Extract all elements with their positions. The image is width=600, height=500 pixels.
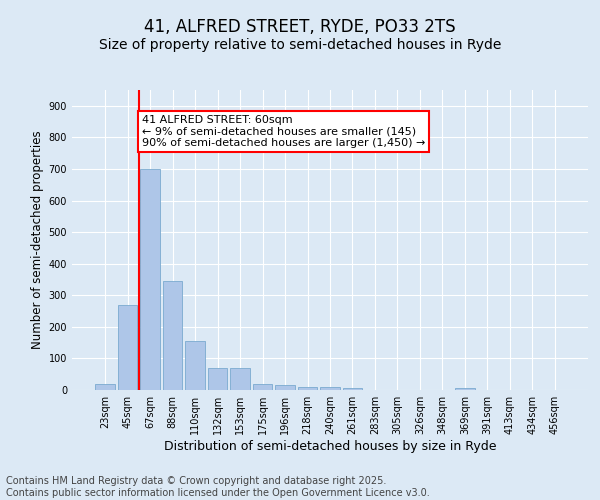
Text: 41, ALFRED STREET, RYDE, PO33 2TS: 41, ALFRED STREET, RYDE, PO33 2TS — [144, 18, 456, 36]
Bar — [118, 304, 137, 390]
Bar — [343, 388, 362, 390]
Text: Size of property relative to semi-detached houses in Ryde: Size of property relative to semi-detach… — [99, 38, 501, 52]
Bar — [230, 368, 250, 390]
Bar — [95, 384, 115, 390]
Text: 41 ALFRED STREET: 60sqm
← 9% of semi-detached houses are smaller (145)
90% of se: 41 ALFRED STREET: 60sqm ← 9% of semi-det… — [142, 116, 425, 148]
Bar — [275, 386, 295, 390]
Bar — [253, 384, 272, 390]
Bar — [185, 341, 205, 390]
Bar — [140, 169, 160, 390]
Bar — [208, 368, 227, 390]
Text: Contains HM Land Registry data © Crown copyright and database right 2025.
Contai: Contains HM Land Registry data © Crown c… — [6, 476, 430, 498]
Bar — [320, 387, 340, 390]
Bar — [455, 388, 475, 390]
Bar — [298, 387, 317, 390]
X-axis label: Distribution of semi-detached houses by size in Ryde: Distribution of semi-detached houses by … — [164, 440, 496, 453]
Y-axis label: Number of semi-detached properties: Number of semi-detached properties — [31, 130, 44, 350]
Bar — [163, 281, 182, 390]
